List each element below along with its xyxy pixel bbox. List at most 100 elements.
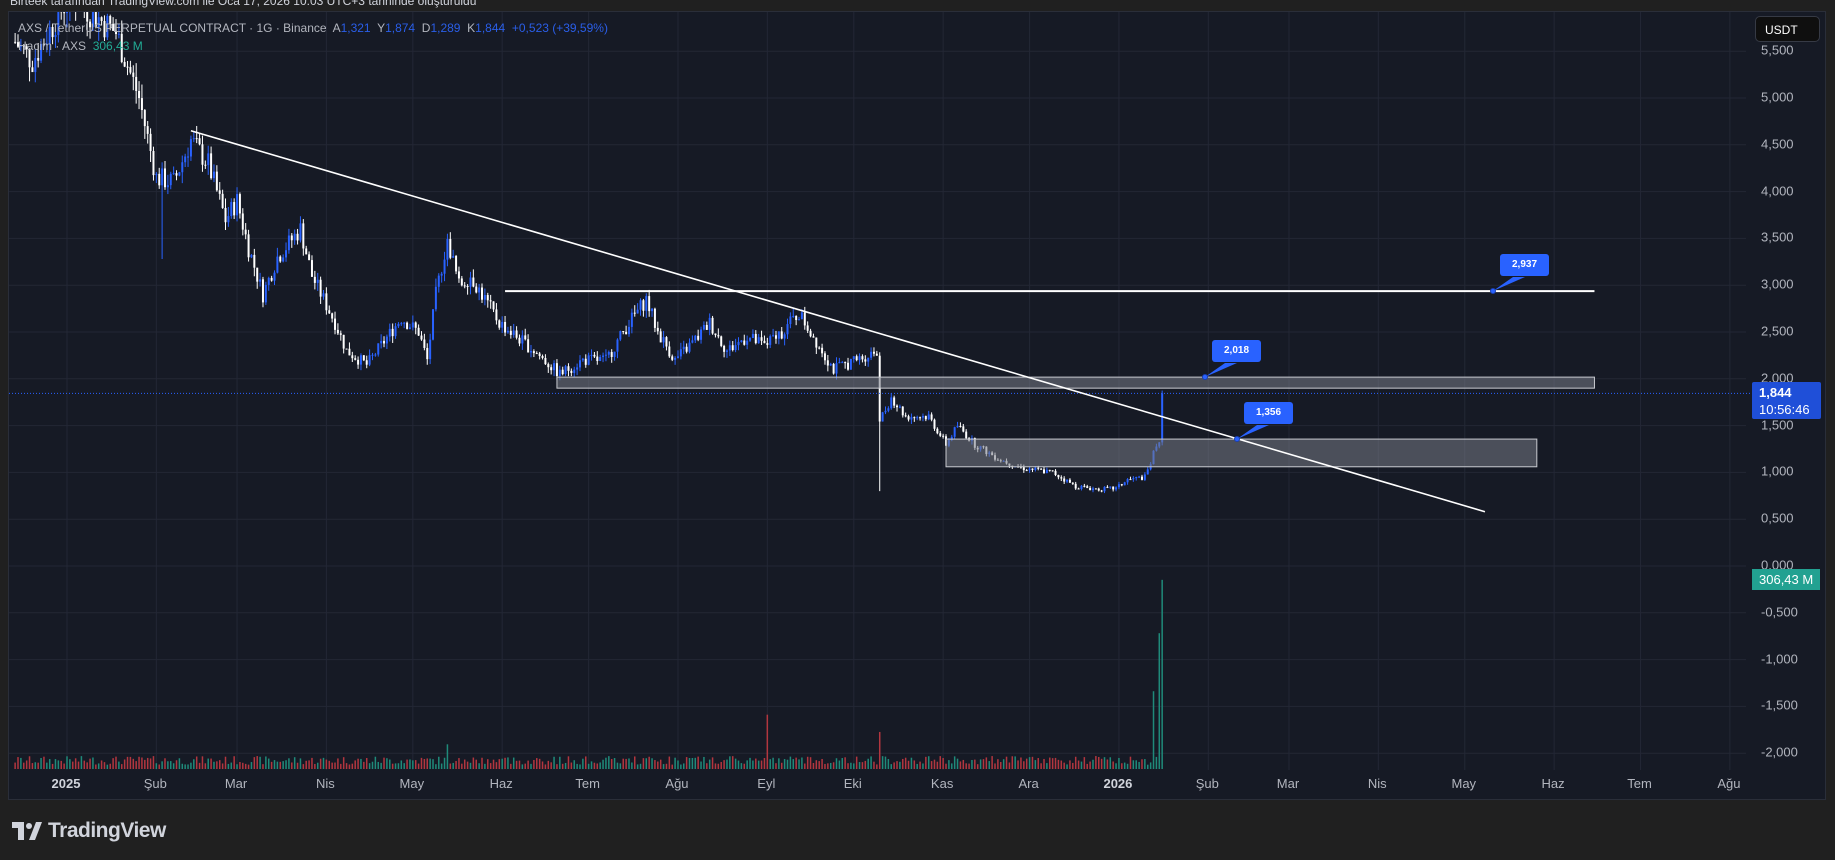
candle-body bbox=[264, 284, 267, 303]
descending-trendline bbox=[190, 129, 1486, 513]
candle-body bbox=[561, 369, 564, 375]
tradingview-logo[interactable]: TradingView bbox=[12, 819, 166, 843]
volume-bar bbox=[734, 758, 737, 769]
candle-body bbox=[227, 216, 230, 223]
candle-body bbox=[1126, 479, 1129, 483]
volume-bar bbox=[377, 761, 380, 769]
volume-bar bbox=[172, 763, 175, 769]
candle-body bbox=[322, 293, 325, 297]
volume-bar bbox=[432, 759, 434, 769]
volume-bar bbox=[449, 763, 452, 769]
volume-bar bbox=[452, 762, 454, 769]
price-callout-2937[interactable]: 2,937 bbox=[1500, 254, 1549, 276]
candle-body bbox=[792, 316, 795, 318]
volume-bar bbox=[821, 758, 823, 769]
volume-bar bbox=[1008, 762, 1011, 769]
volume-bar bbox=[590, 761, 593, 769]
price-tick-label: -0,500 bbox=[1761, 604, 1798, 620]
price-tick-label: 3,500 bbox=[1761, 229, 1794, 245]
volume-bar bbox=[760, 760, 763, 769]
candle-body bbox=[919, 417, 922, 419]
candle-body bbox=[578, 360, 581, 368]
volume-bar bbox=[1152, 691, 1155, 769]
candle-body bbox=[486, 295, 489, 301]
volume-bar bbox=[936, 761, 939, 769]
candle-body bbox=[406, 322, 409, 329]
candle-body bbox=[731, 345, 734, 351]
volume-bar bbox=[1031, 756, 1034, 769]
candle-body bbox=[34, 57, 37, 73]
volume-bar bbox=[564, 762, 567, 769]
price-chart[interactable] bbox=[9, 12, 1826, 800]
candle-body bbox=[898, 406, 901, 408]
candle-body bbox=[446, 238, 449, 260]
candle-body bbox=[385, 336, 388, 344]
volume-bar bbox=[158, 764, 160, 769]
volume-bar bbox=[37, 762, 39, 769]
candle-body bbox=[821, 347, 824, 354]
candle-body bbox=[460, 278, 463, 286]
volume-bar bbox=[717, 763, 720, 769]
volume-bar bbox=[207, 758, 209, 769]
volume-bar bbox=[213, 761, 215, 769]
volume-bar bbox=[74, 758, 77, 769]
candle-body bbox=[717, 335, 720, 337]
candle-body bbox=[103, 20, 106, 38]
volume-bar bbox=[409, 759, 411, 769]
volume-bar bbox=[1155, 756, 1158, 769]
volume-bar bbox=[72, 761, 74, 769]
volume-bar bbox=[608, 756, 610, 769]
volume-bar bbox=[296, 762, 299, 769]
volume-bar bbox=[853, 763, 855, 769]
volume-bar bbox=[149, 758, 152, 769]
volume-bar bbox=[1017, 760, 1019, 769]
volume-bar bbox=[1118, 757, 1120, 769]
volume-bar bbox=[838, 760, 841, 769]
candle-body bbox=[313, 276, 316, 283]
currency-button[interactable]: USDT bbox=[1755, 16, 1820, 42]
volume-bar bbox=[360, 758, 362, 769]
volume-bar bbox=[40, 758, 42, 769]
time-tick-label: 2026 bbox=[1103, 776, 1133, 791]
volume-bar bbox=[971, 759, 973, 769]
volume-bar bbox=[92, 757, 94, 769]
volume-bar bbox=[968, 763, 970, 769]
candle-body bbox=[584, 358, 587, 365]
candle-body bbox=[1146, 469, 1149, 475]
candle-body bbox=[357, 359, 360, 365]
price-callout-1356[interactable]: 1,356 bbox=[1244, 402, 1293, 424]
candle-body bbox=[809, 330, 812, 337]
candle-body bbox=[221, 193, 224, 208]
volume-bar bbox=[884, 756, 887, 769]
volume-bar bbox=[357, 758, 359, 769]
volume-bar bbox=[314, 763, 316, 769]
candle-body bbox=[290, 235, 293, 241]
volume-bar bbox=[818, 761, 820, 769]
volume-bar bbox=[706, 763, 708, 769]
candle-body bbox=[472, 277, 475, 287]
volume-indicator-title[interactable]: Hacim · AXS bbox=[18, 39, 87, 53]
candle-body bbox=[437, 275, 440, 287]
volume-bar bbox=[858, 762, 861, 769]
candle-body bbox=[901, 406, 904, 416]
volume-bar bbox=[654, 760, 656, 769]
candle-body bbox=[282, 257, 285, 262]
volume-bar bbox=[1034, 760, 1037, 769]
volume-bar bbox=[181, 763, 184, 769]
candle-body bbox=[826, 360, 829, 366]
candle-body bbox=[602, 355, 605, 357]
volume-bar bbox=[789, 756, 792, 769]
volume-bar bbox=[66, 756, 68, 769]
candle-body bbox=[558, 369, 561, 376]
price-callout-2018[interactable]: 2,018 bbox=[1212, 340, 1261, 362]
volume-bar bbox=[1051, 758, 1054, 769]
volume-bar bbox=[587, 763, 590, 769]
volume-badge: 306,43 M bbox=[1752, 569, 1820, 590]
chart-pane[interactable] bbox=[8, 11, 1826, 800]
volume-bar bbox=[1100, 758, 1103, 769]
volume-bar bbox=[325, 759, 328, 769]
symbol-title[interactable]: AXS / TetherUS PERPETUAL CONTRACT · 1G ·… bbox=[18, 21, 327, 35]
volume-bar bbox=[766, 714, 769, 769]
time-tick-label: Ara bbox=[1018, 776, 1039, 791]
volume-bar bbox=[89, 758, 91, 769]
